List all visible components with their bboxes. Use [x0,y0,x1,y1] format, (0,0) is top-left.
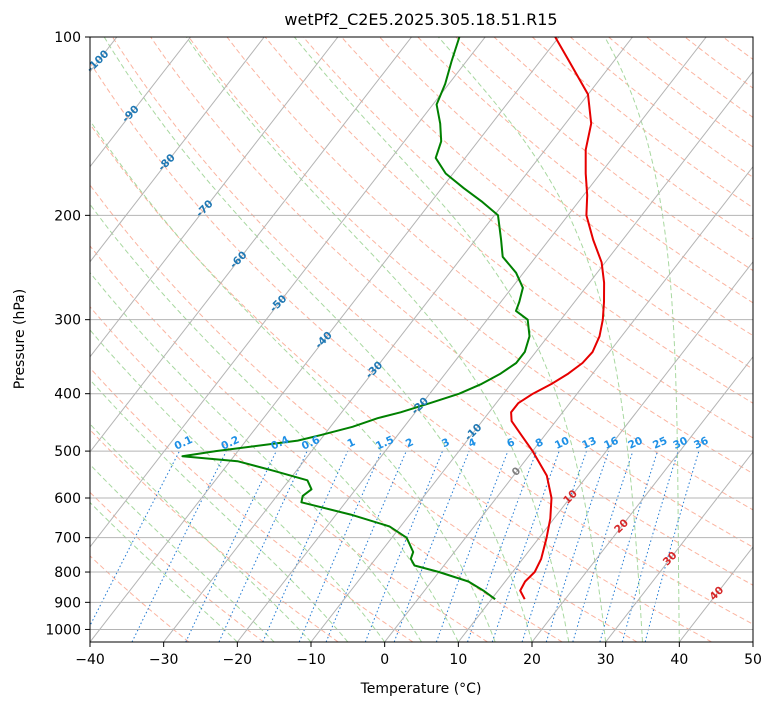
y-tick-label: 700 [54,531,81,547]
mixing-ratio-label: 2 [404,436,416,450]
dry-adiabat [379,37,753,337]
moist-adiabat [294,37,607,642]
x-tick-label: 50 [744,652,762,668]
plot-background [90,37,753,642]
isotherm [457,260,753,642]
mixing-ratio-label: 36 [692,435,710,452]
isotherm [531,356,753,642]
mixing-ratio-label: 6 [505,436,517,450]
x-tick-label: −40 [75,652,105,668]
y-tick-label: 400 [54,387,81,403]
isotherm [90,37,339,358]
mixing-ratio-line [262,450,349,642]
dewpoint-line [181,37,531,601]
moist-adiabat [90,463,275,642]
x-tick-label: 0 [380,652,389,668]
isotherm [384,165,753,642]
dry-adiabat [761,37,775,642]
mixing-ratio-line [467,450,537,642]
mixing-ratio-line [435,450,509,642]
mixing-ratio-line [521,450,587,642]
isotherm [310,70,753,642]
mixing-ratio-line [298,450,382,642]
moist-adiabat [90,119,496,642]
x-tick-label: 40 [670,652,688,668]
mixing-ratio-label: 20 [626,435,644,452]
mixing-ratio-line [545,450,610,642]
isotherm [163,37,633,642]
y-tick-label: 800 [54,565,81,581]
dry-adiabat [90,123,712,642]
dry-adiabat [90,184,638,642]
x-axis-label: Temperature (°C) [360,681,482,697]
isotherm [90,37,560,642]
y-tick-label: 900 [54,595,81,611]
moist-adiabat [185,37,570,642]
dry-adiabat [493,37,753,240]
isotherm [605,451,753,642]
dry-adiabat [264,37,753,439]
y-tick-label: 1000 [45,622,81,638]
isotherm [90,37,486,548]
plot-frame [89,36,754,643]
mixing-ratio-label: 16 [602,435,620,452]
dry-adiabat [90,61,753,625]
temperature-line [510,37,606,600]
x-tick-label: −30 [149,652,179,668]
moist-adiabat [604,37,680,642]
mixing-ratio-label: 10 [553,435,571,452]
dry-adiabat [302,37,753,404]
x-tick-label: −10 [296,652,326,668]
isotherm [90,37,412,453]
moist-adiabat [90,378,349,642]
isotherm [236,37,707,642]
moist-adiabat [90,271,422,642]
x-tick-label: 20 [523,652,541,668]
mixing-ratio-line [572,450,634,642]
y-tick-label: 100 [54,30,81,46]
mixing-ratio-label: 30 [671,435,689,452]
moist-adiabat [90,203,459,642]
mixing-ratio-line [621,450,679,642]
dry-adiabat [90,367,414,642]
dry-adiabat [112,37,753,586]
mixing-ratio-label: 3 [440,436,452,450]
chart-title: wetPf2_C2E5.2025.305.18.51.R15 [284,10,557,30]
y-tick-label: 600 [54,491,81,507]
mixing-ratio-line [491,450,560,642]
moist-adiabat [103,37,533,642]
mixing-ratio-label: 4 [466,436,478,450]
moist-adiabat [438,37,643,642]
isotherm [90,37,191,168]
y-axis-label: Pressure (hPa) [12,289,28,389]
dry-adiabat [417,37,753,304]
dry-adiabat [188,37,753,511]
profile-lines [181,37,606,601]
dry-adiabat [150,37,753,548]
isotherm [752,641,753,642]
mixing-ratio-label: 1 [345,436,357,450]
dry-adiabat [570,37,753,178]
x-tick-label: −20 [223,652,253,668]
isotherm [90,37,265,263]
y-tick-label: 300 [54,313,81,329]
mixing-ratio-label: 25 [651,435,669,452]
axis-ticks: −40 −30 −20 −10 0 10 20 30 40 50 1000 900 800 700 600 5… [45,30,762,668]
mixing-ratio-line [364,450,443,642]
x-tick-label: 30 [597,652,615,668]
mixing-ratio-label: 8 [534,436,546,450]
mixing-ratio-line [325,450,407,642]
mixing-ratio-line [599,450,659,642]
y-tick-label: 200 [54,208,81,224]
y-tick-label: 500 [54,444,81,460]
background-lines [90,37,775,642]
moist-adiabat [90,329,386,642]
x-tick-label: 10 [449,652,467,668]
mixing-ratio-label: 13 [580,435,598,452]
dry-adiabat [455,37,753,272]
